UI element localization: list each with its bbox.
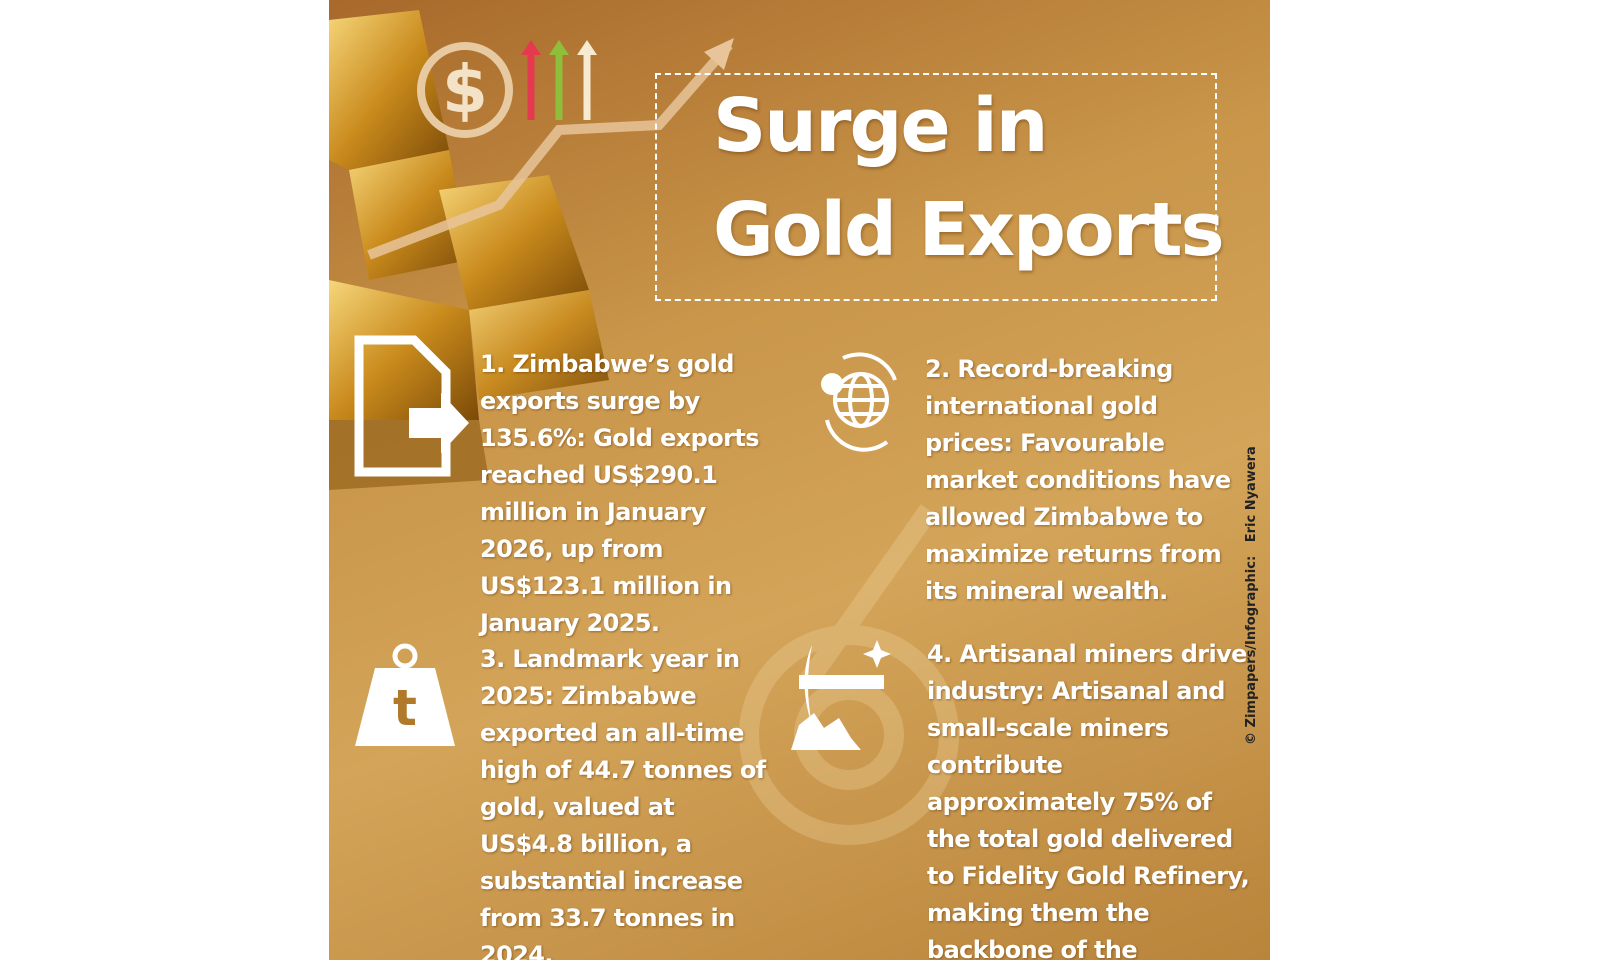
infographic: $ t Surge — [329, 0, 1270, 960]
gear-watermark — [739, 504, 959, 845]
fact-text: 1. Zimbabwe’s gold exports surge by 135.… — [480, 350, 759, 637]
fact-text: 2. Record-breaking international gold pr… — [925, 355, 1231, 605]
credit: © Zimpapers/Infographic: Eric Nyawera — [1244, 446, 1259, 745]
title-line: Surge in — [713, 83, 1048, 169]
fact-text: 4. Artisanal miners drive industry: Arti… — [927, 640, 1250, 960]
dollar-icon — [417, 42, 513, 138]
title-box: Surge in Gold Exports — [655, 73, 1225, 301]
trend-arrow-head — [704, 38, 734, 70]
title-line: Gold Exports — [713, 187, 1225, 273]
globe-icon — [825, 352, 897, 452]
trend-arrow — [367, 41, 733, 260]
weight-icon: t — [355, 643, 455, 746]
export-arrow — [409, 393, 469, 453]
dollar-sign: $ — [442, 51, 488, 128]
decoration: $ t — [329, 10, 959, 845]
miner-icon — [791, 640, 891, 750]
fact-text: 3. Landmark year in 2025: Zimbabwe expor… — [480, 645, 766, 960]
globe-dollar — [821, 373, 843, 395]
up-arrows — [521, 40, 597, 120]
svg-text:t: t — [393, 679, 417, 737]
